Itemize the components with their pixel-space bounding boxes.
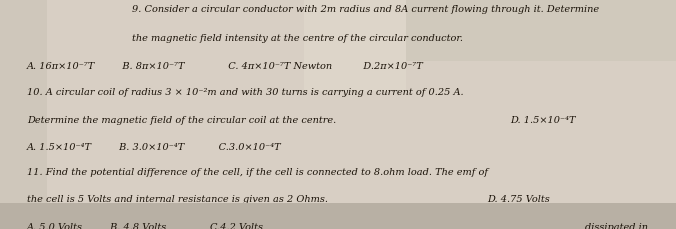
Text: 9. Consider a circular conductor with 2m radius and 8A current flowing through i: 9. Consider a circular conductor with 2m… <box>132 5 599 14</box>
Text: dissipated in: dissipated in <box>585 223 648 229</box>
Text: A. 1.5×10⁻⁴T         B. 3.0×10⁻⁴T           C.3.0×10⁻⁴T: A. 1.5×10⁻⁴T B. 3.0×10⁻⁴T C.3.0×10⁻⁴T <box>27 143 282 152</box>
Text: D. 4.75 Volts: D. 4.75 Volts <box>487 195 550 204</box>
Text: 10. A circular coil of radius 3 × 10⁻²m and with 30 turns is carrying a current : 10. A circular coil of radius 3 × 10⁻²m … <box>27 88 464 97</box>
Text: A. 16π×10⁻⁷T         B. 8π×10⁻⁷T              C. 4π×10⁻⁷T Newton          D.2π×1: A. 16π×10⁻⁷T B. 8π×10⁻⁷T C. 4π×10⁻⁷T New… <box>27 62 424 71</box>
Text: A. 5.0 Volts         B. 4.8 Volts              C.4.2 Volts: A. 5.0 Volts B. 4.8 Volts C.4.2 Volts <box>27 223 264 229</box>
Text: the cell is 5 Volts and internal resistance is given as 2 Ohms.: the cell is 5 Volts and internal resista… <box>27 195 328 204</box>
Text: 11. Find the potential difference of the cell, if the cell is connected to 8.ohm: 11. Find the potential difference of the… <box>27 168 488 177</box>
Bar <box>304 0 406 91</box>
Bar <box>406 0 676 61</box>
Text: Determine the magnetic field of the circular coil at the centre.: Determine the magnetic field of the circ… <box>27 116 336 125</box>
Bar <box>0 0 47 203</box>
Text: D. 1.5×10⁻⁴T: D. 1.5×10⁻⁴T <box>510 116 576 125</box>
Text: the magnetic field intensity at the centre of the circular conductor.: the magnetic field intensity at the cent… <box>132 33 463 43</box>
